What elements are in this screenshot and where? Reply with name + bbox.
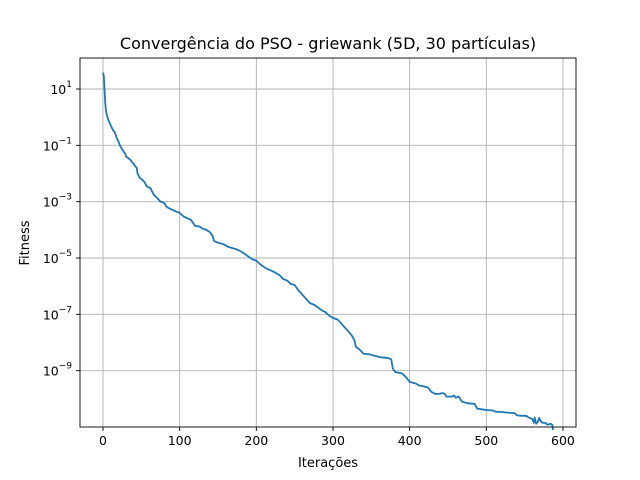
x-axis-label: Iterações: [298, 456, 358, 471]
x-tick-label: 0: [99, 433, 107, 448]
series-layer: [102, 72, 554, 431]
y-tick-label: 10−3: [43, 193, 72, 210]
y-tick-label-base: 10: [50, 82, 66, 97]
y-tick-label: 10−5: [43, 249, 72, 266]
x-tick-label: 200: [244, 433, 268, 448]
fitness-line: [102, 72, 554, 431]
x-tick-label: 100: [168, 433, 192, 448]
y-tick-label-exponent: 1: [66, 80, 72, 90]
grid: [80, 58, 576, 427]
y-tick-label: 10−9: [43, 362, 72, 379]
y-tick-label: 10−7: [43, 305, 72, 322]
y-tick-label-base: 10: [43, 251, 59, 266]
y-tick-label-exponent: −3: [59, 193, 72, 203]
x-tick-labels: 0 100 200 300 400 500 600: [99, 433, 575, 448]
axes-frame: [79, 57, 577, 428]
y-tick-label-base: 10: [43, 364, 59, 379]
ticks: [76, 88, 564, 431]
y-tick-label-base: 10: [43, 195, 59, 210]
chart-title: Convergência do PSO - griewank (5D, 30 p…: [120, 34, 536, 53]
y-tick-label-exponent: −5: [59, 249, 72, 259]
y-tick-label-base: 10: [43, 138, 59, 153]
y-tick-label-exponent: −9: [59, 362, 73, 372]
y-tick-label-exponent: −1: [59, 136, 72, 146]
x-tick-label: 400: [398, 433, 422, 448]
y-tick-label: 10−1: [43, 136, 72, 153]
y-tick-label-base: 10: [43, 307, 59, 322]
y-tick-label-exponent: −7: [59, 305, 72, 315]
x-tick-label: 300: [321, 433, 345, 448]
y-axis-label: Fitness: [18, 220, 33, 265]
x-tick-label: 600: [551, 433, 575, 448]
y-tick-label: 101: [50, 80, 72, 97]
x-tick-label: 500: [474, 433, 498, 448]
